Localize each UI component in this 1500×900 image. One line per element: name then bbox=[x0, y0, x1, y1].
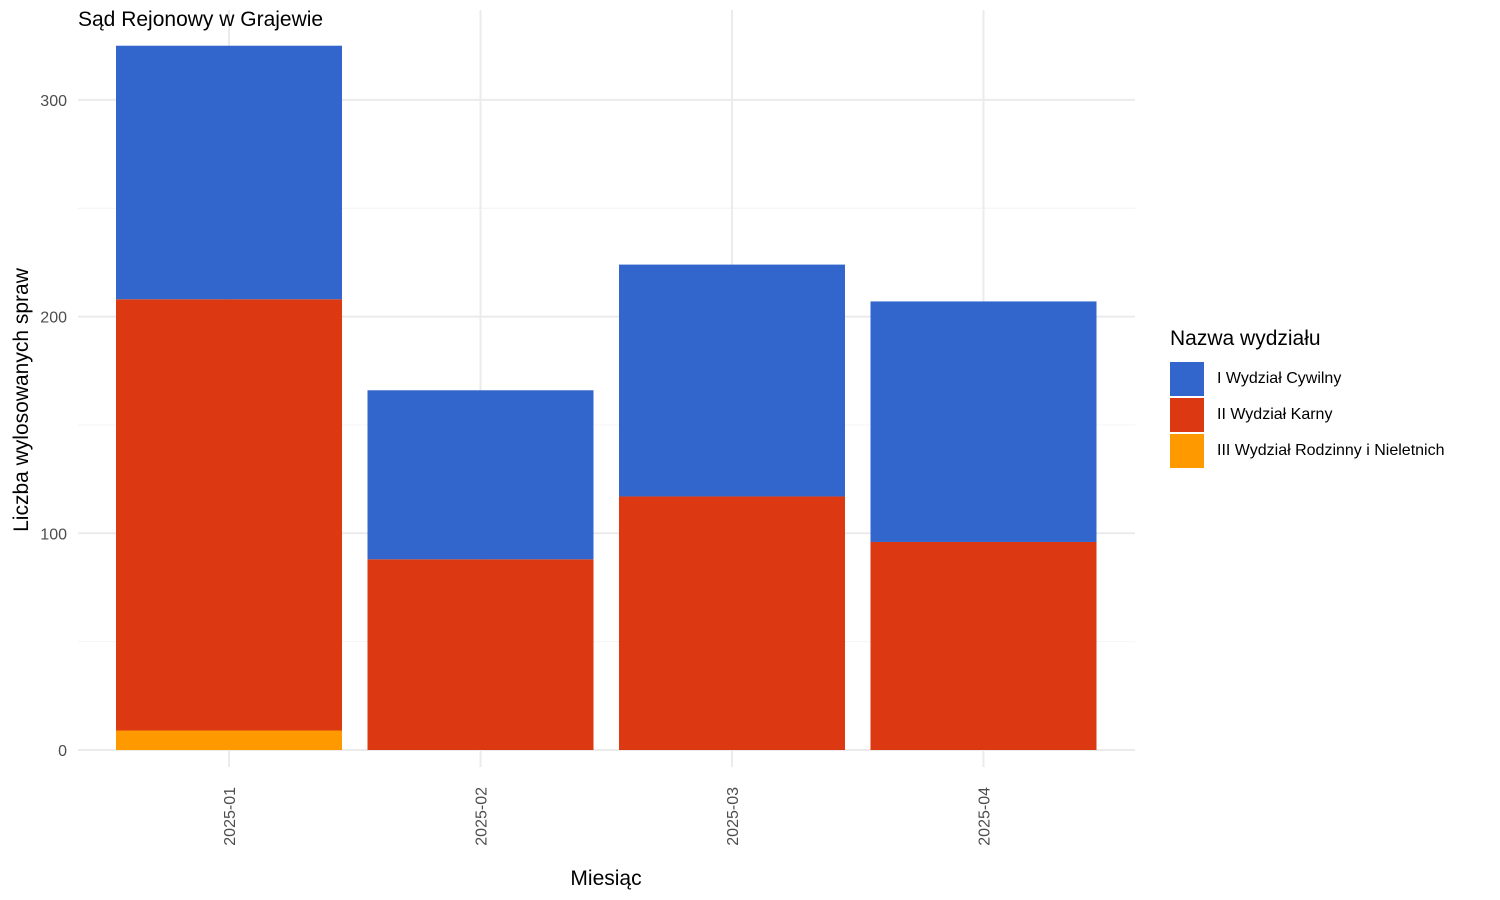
legend-item: I Wydział Cywilny bbox=[1170, 361, 1445, 397]
legend-label: I Wydział Cywilny bbox=[1217, 370, 1342, 387]
legend-label: II Wydział Karny bbox=[1217, 406, 1333, 423]
bar-segment bbox=[116, 730, 342, 750]
legend-swatch-rodzinny bbox=[1170, 434, 1204, 468]
bar-segment bbox=[367, 390, 594, 560]
bar-segment bbox=[870, 301, 1097, 542]
x-tick-label: 2025-04 bbox=[977, 787, 994, 846]
legend-item: III Wydział Rodzinny i Nieletnich bbox=[1170, 433, 1445, 469]
bar-segment bbox=[870, 541, 1097, 750]
y-tick-label: 200 bbox=[40, 310, 67, 327]
chart-title: Sąd Rejonowy w Grajewie bbox=[78, 8, 324, 31]
x-tick-label: 2025-03 bbox=[725, 787, 742, 846]
bar-segment bbox=[367, 559, 594, 750]
legend-label: III Wydział Rodzinny i Nieletnich bbox=[1217, 442, 1445, 459]
legend-item: II Wydział Karny bbox=[1170, 397, 1445, 433]
legend: Nazwa wydziału I Wydział Cywilny II Wydz… bbox=[1170, 327, 1445, 469]
y-axis-title: Liczba wylosowanych spraw bbox=[10, 267, 33, 532]
y-tick-label: 100 bbox=[40, 526, 67, 543]
legend-swatch-cywilny bbox=[1170, 362, 1204, 396]
x-tick-label: 2025-02 bbox=[474, 787, 491, 846]
x-tick-label: 2025-01 bbox=[222, 787, 239, 846]
bar-segment bbox=[619, 496, 845, 750]
legend-title: Nazwa wydziału bbox=[1170, 327, 1321, 350]
bar-segment bbox=[619, 264, 845, 497]
bar-segment bbox=[116, 45, 342, 300]
x-axis-title: Miesiąc bbox=[570, 867, 641, 890]
legend-swatch-karny bbox=[1170, 398, 1204, 432]
y-tick-label: 300 bbox=[40, 93, 67, 110]
bar-segment bbox=[116, 299, 342, 731]
y-tick-label: 0 bbox=[58, 743, 67, 760]
